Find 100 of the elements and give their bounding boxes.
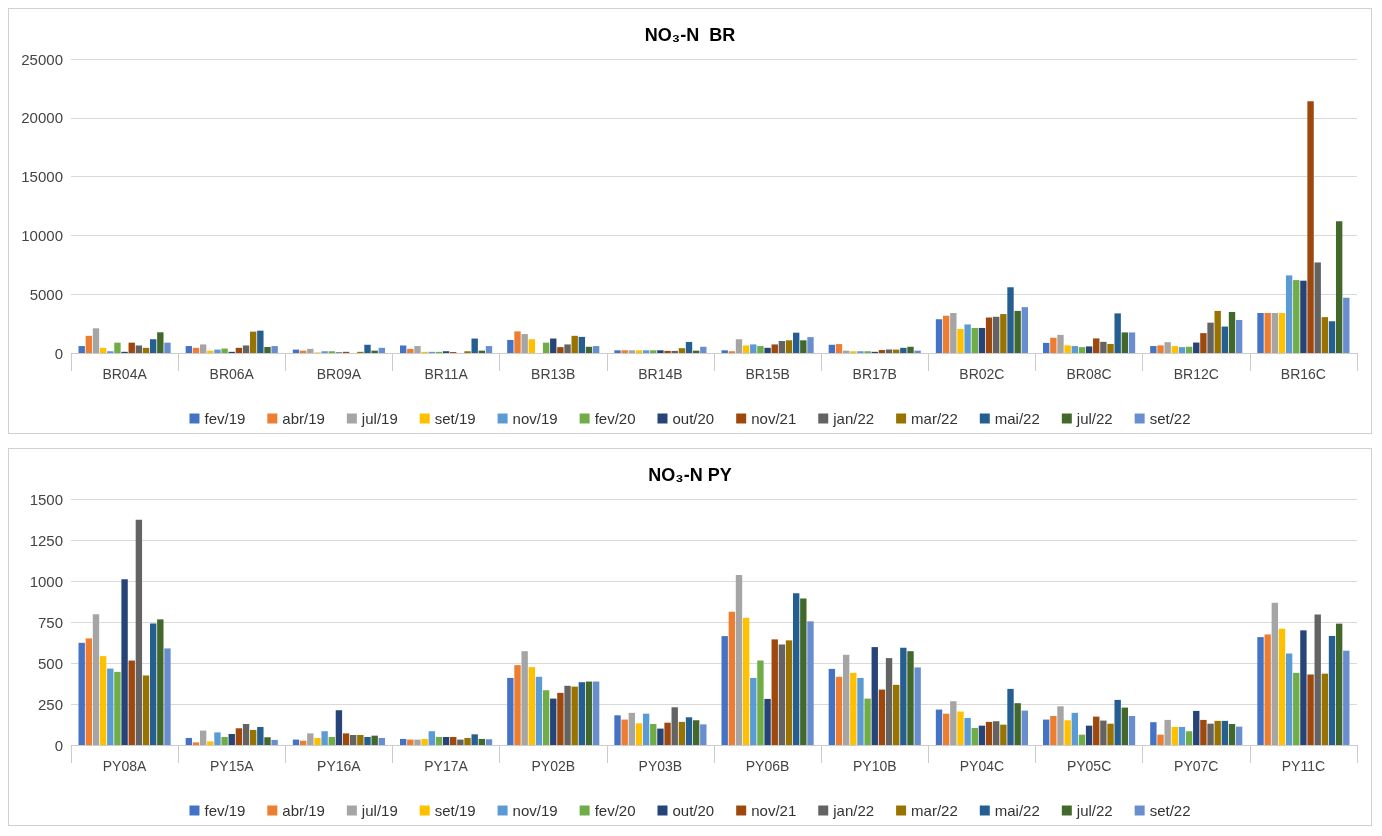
bar xyxy=(993,721,1000,745)
bar xyxy=(1328,321,1336,353)
legend-label: set/19 xyxy=(434,410,476,427)
bar xyxy=(1207,322,1214,353)
bar xyxy=(1078,347,1086,353)
bar xyxy=(242,724,250,745)
bar xyxy=(1171,726,1178,745)
x-tick-label: PY16A xyxy=(317,758,362,774)
bar xyxy=(121,579,128,745)
bar xyxy=(785,340,793,353)
legend-label: fev/20 xyxy=(594,410,636,427)
x-tick-label: BR11A xyxy=(424,366,469,382)
bar xyxy=(614,350,621,353)
bar xyxy=(1114,699,1121,745)
bar xyxy=(342,733,350,745)
bar xyxy=(1057,334,1064,353)
chart-title: NO₃-N PY xyxy=(648,465,732,485)
bar xyxy=(99,347,107,353)
x-tick-label: BR04A xyxy=(102,366,148,382)
bar xyxy=(1293,672,1300,745)
legend-label: mar/22 xyxy=(911,802,958,819)
bar xyxy=(585,346,593,353)
legend-label: set/19 xyxy=(434,802,476,819)
bar xyxy=(1193,710,1200,745)
x-tick-label: BR13B xyxy=(531,366,576,382)
bar xyxy=(400,738,407,745)
x-tick-label: PY07C xyxy=(1174,758,1219,774)
bar xyxy=(85,335,93,353)
bar xyxy=(650,724,657,745)
bar xyxy=(407,348,414,353)
bar xyxy=(457,739,464,745)
bar xyxy=(1085,346,1093,353)
bar xyxy=(164,342,171,353)
x-tick-label: PY06B xyxy=(745,758,790,774)
bar xyxy=(1157,734,1164,745)
bar xyxy=(728,611,736,745)
bar xyxy=(199,730,207,745)
bar xyxy=(1343,650,1350,745)
x-tick-label: BR08C xyxy=(1066,366,1112,382)
bar xyxy=(1000,314,1007,353)
legend-label: fev/19 xyxy=(204,802,246,819)
bar xyxy=(192,347,200,353)
bar xyxy=(414,739,421,745)
bar xyxy=(1014,703,1021,745)
bar xyxy=(650,350,657,353)
bar xyxy=(764,698,771,745)
bar xyxy=(628,712,636,745)
bar xyxy=(1014,310,1021,353)
bar xyxy=(1285,275,1293,353)
legend-label: mai/22 xyxy=(994,802,1040,819)
bar xyxy=(307,733,314,745)
bar xyxy=(1093,338,1100,353)
bar xyxy=(742,617,750,745)
bar xyxy=(514,665,521,745)
x-tick-label: PY17A xyxy=(424,758,469,774)
bar xyxy=(785,640,793,745)
bar xyxy=(757,660,764,745)
bar xyxy=(871,647,878,745)
bar xyxy=(135,345,143,353)
bar xyxy=(1157,345,1164,353)
bar xyxy=(128,342,135,353)
bar xyxy=(164,648,171,745)
bar xyxy=(350,735,357,745)
legend-label: set/22 xyxy=(1149,410,1191,427)
bar xyxy=(521,651,528,745)
bar xyxy=(935,319,943,353)
bar xyxy=(1021,307,1028,353)
bar xyxy=(771,344,778,353)
bar xyxy=(1235,726,1243,745)
x-tick-label: BR15B xyxy=(745,366,790,382)
bar xyxy=(228,734,235,745)
bar xyxy=(564,685,571,745)
bar xyxy=(1085,725,1093,745)
bar xyxy=(1300,280,1307,353)
bar xyxy=(571,686,578,745)
bar xyxy=(1221,326,1229,353)
bar xyxy=(1200,719,1207,745)
bar xyxy=(1064,720,1071,745)
bar xyxy=(528,339,535,353)
bar xyxy=(1150,722,1157,745)
bar xyxy=(471,734,478,745)
bar xyxy=(1293,280,1300,353)
bar xyxy=(1078,734,1086,745)
bar xyxy=(328,736,335,745)
bar xyxy=(271,346,278,353)
bar xyxy=(1257,313,1264,353)
bar xyxy=(885,658,893,745)
bar xyxy=(835,676,843,745)
x-tick-label: BR17B xyxy=(852,366,897,382)
bar xyxy=(535,676,543,745)
bar xyxy=(657,350,664,353)
x-tick-label: PY15A xyxy=(209,758,255,774)
bar xyxy=(414,346,421,353)
legend-label: nov/19 xyxy=(512,802,558,819)
bar xyxy=(1021,710,1028,745)
bar xyxy=(185,737,193,745)
bar xyxy=(235,347,243,353)
bar xyxy=(642,350,650,353)
bar xyxy=(971,327,978,353)
bar xyxy=(142,347,150,353)
